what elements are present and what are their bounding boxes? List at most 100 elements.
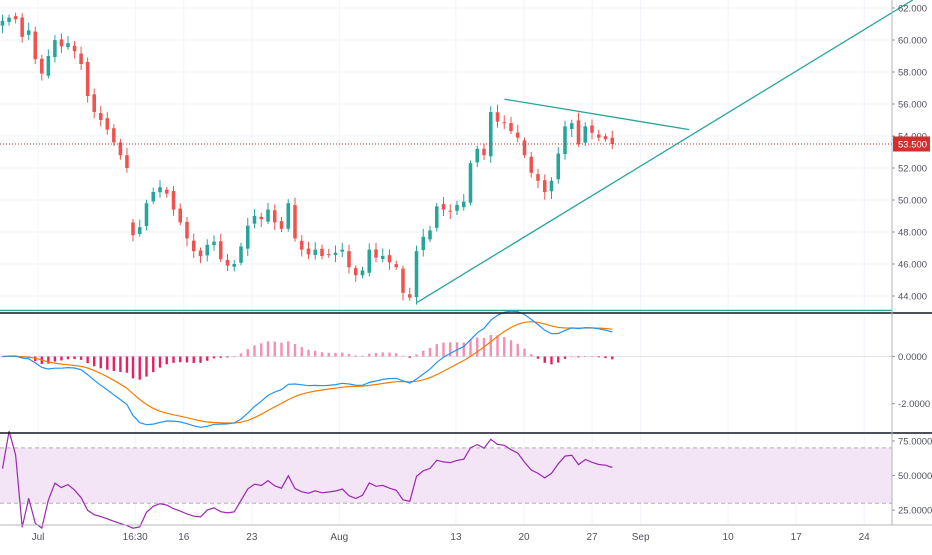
candle-body bbox=[151, 192, 156, 202]
macd-histogram-bar bbox=[165, 356, 168, 365]
candle-body bbox=[40, 58, 44, 74]
macd-histogram-bar bbox=[314, 350, 317, 357]
macd-histogram-bar bbox=[79, 356, 83, 360]
candle bbox=[212, 235, 216, 251]
macd-histogram-bar bbox=[273, 341, 276, 357]
candle bbox=[360, 266, 365, 279]
candle-body bbox=[340, 249, 345, 252]
macd-histogram-bar bbox=[550, 356, 553, 365]
candle bbox=[185, 216, 189, 247]
candle bbox=[455, 200, 459, 216]
macd-histogram-bar bbox=[408, 356, 411, 358]
x-tick-label: Sep bbox=[632, 532, 650, 543]
macd-histogram-bar bbox=[590, 356, 594, 358]
candle bbox=[118, 138, 123, 160]
candle bbox=[603, 133, 608, 142]
candle-body bbox=[272, 210, 277, 223]
candle-body bbox=[495, 112, 500, 122]
candle-body bbox=[313, 249, 318, 255]
macd-histogram-bar bbox=[563, 356, 567, 359]
grid bbox=[0, 0, 892, 524]
macd-histogram-bar bbox=[327, 352, 330, 357]
candle-body bbox=[171, 190, 176, 210]
candle-body bbox=[549, 180, 554, 192]
candle bbox=[239, 242, 243, 266]
macd-histogram-bar bbox=[206, 356, 209, 361]
candle-body bbox=[563, 126, 567, 155]
candle-body bbox=[421, 236, 426, 251]
candle-body bbox=[434, 206, 439, 228]
candle-body bbox=[53, 40, 57, 58]
candle bbox=[407, 287, 412, 301]
candle bbox=[293, 197, 297, 242]
candle-body bbox=[529, 156, 534, 173]
candle bbox=[66, 36, 70, 50]
x-tick-label: 16:30 bbox=[123, 532, 148, 543]
macd-histogram-bar bbox=[584, 356, 587, 357]
macd-histogram-bar bbox=[435, 344, 438, 357]
macd-histogram-bar bbox=[462, 342, 465, 357]
candle-body bbox=[502, 122, 507, 124]
macd-histogram-bar bbox=[347, 353, 351, 357]
candle bbox=[434, 202, 439, 232]
candle-body bbox=[461, 201, 466, 208]
candle bbox=[596, 129, 601, 142]
macd-histogram-bar bbox=[66, 356, 70, 360]
candle bbox=[536, 168, 540, 189]
macd-histogram-bar bbox=[422, 350, 425, 357]
candle bbox=[509, 116, 513, 134]
candle-body bbox=[266, 209, 270, 222]
candle-body bbox=[158, 187, 162, 193]
candle bbox=[347, 244, 351, 274]
macd-histogram-bar bbox=[125, 356, 129, 373]
candle bbox=[482, 143, 486, 161]
candle-body bbox=[299, 240, 304, 250]
macd-histogram-bar bbox=[503, 337, 506, 357]
macd-histogram-bar bbox=[341, 352, 344, 357]
candle-body bbox=[137, 227, 142, 234]
macd-histogram-bar bbox=[307, 349, 310, 357]
candle bbox=[33, 26, 38, 65]
candle bbox=[367, 243, 372, 277]
rsi-line bbox=[1, 431, 613, 530]
candle-body bbox=[131, 222, 135, 236]
candle-body bbox=[428, 230, 432, 240]
macd-histogram-bar bbox=[266, 341, 270, 357]
macd-histogram-bar bbox=[570, 356, 573, 358]
macd-histogram-bar bbox=[86, 356, 89, 364]
candle bbox=[13, 12, 18, 24]
candle-body bbox=[118, 142, 123, 156]
candle bbox=[46, 49, 51, 79]
labels: 44.00046.00048.00050.00052.00054.00056.0… bbox=[32, 4, 932, 544]
macd-histogram-bar bbox=[388, 352, 391, 357]
candle-body bbox=[414, 251, 419, 298]
y-tick-label: 62.000 bbox=[898, 4, 927, 15]
macd-histogram-bar bbox=[530, 354, 533, 357]
candle-body bbox=[387, 255, 392, 263]
macd-histogram-bar bbox=[401, 355, 405, 357]
macd-histogram-bar bbox=[73, 356, 76, 360]
macd-line bbox=[2, 310, 613, 428]
candle bbox=[448, 204, 453, 219]
candle bbox=[374, 242, 378, 263]
candle bbox=[340, 242, 345, 258]
x-tick-label: 13 bbox=[450, 532, 462, 543]
macd-histogram-bar bbox=[60, 356, 63, 361]
macd-histogram-bar bbox=[172, 356, 175, 363]
macd-histogram-bar bbox=[145, 356, 148, 377]
macd-histogram-bar bbox=[516, 343, 519, 357]
macd-histogram-bar bbox=[112, 356, 116, 371]
candle-body bbox=[448, 210, 453, 212]
candle-body bbox=[326, 254, 331, 256]
macd-histogram-bar bbox=[496, 335, 499, 357]
candle bbox=[98, 105, 103, 127]
candle-body bbox=[144, 203, 149, 226]
candle-body bbox=[367, 249, 372, 273]
candle-body bbox=[509, 123, 513, 132]
candle-body bbox=[590, 125, 594, 133]
candle bbox=[461, 193, 466, 211]
candle bbox=[441, 196, 446, 217]
macd-panel bbox=[0, 310, 892, 428]
candle bbox=[26, 22, 31, 41]
candle bbox=[353, 265, 358, 282]
